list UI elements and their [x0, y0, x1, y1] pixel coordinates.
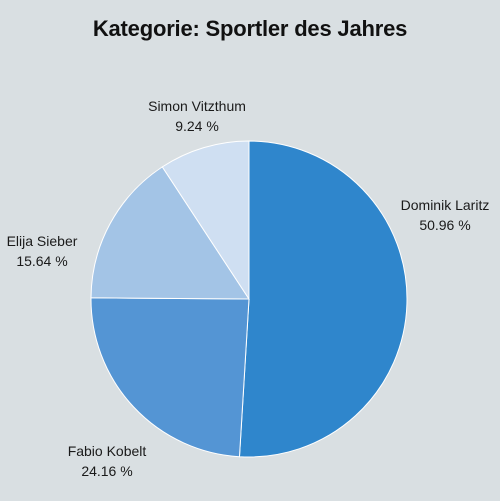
slice-value-label: 50.96 % — [419, 217, 470, 233]
slice-label-group: Dominik Laritz 50.96 % — [401, 197, 490, 233]
slice-name-label: Elija Sieber — [7, 233, 78, 249]
slice-label-group: Simon Vitzthum 9.24 % — [148, 98, 246, 134]
slice-name-label: Dominik Laritz — [401, 197, 490, 213]
slice-value-label: 9.24 % — [175, 118, 219, 134]
pie-slice-simon-vitzthum — [161, 140, 250, 301]
slice-value-label: 15.64 % — [16, 253, 67, 269]
slice-value-label: 24.16 % — [81, 463, 132, 479]
slice-name-label: Fabio Kobelt — [68, 443, 147, 459]
slice-label-group: Elija Sieber 15.64 % — [7, 233, 78, 269]
slice-label-group: Fabio Kobelt 24.16 % — [68, 443, 147, 479]
slice-name-label: Simon Vitzthum — [148, 98, 246, 114]
chart-title: Kategorie: Sportler des Jahres — [92, 16, 408, 41]
pie-slice-elija-sieber — [90, 166, 250, 300]
pie-slice-fabio-kobelt — [90, 297, 250, 458]
pie-slice-dominik-laritz — [238, 140, 408, 458]
